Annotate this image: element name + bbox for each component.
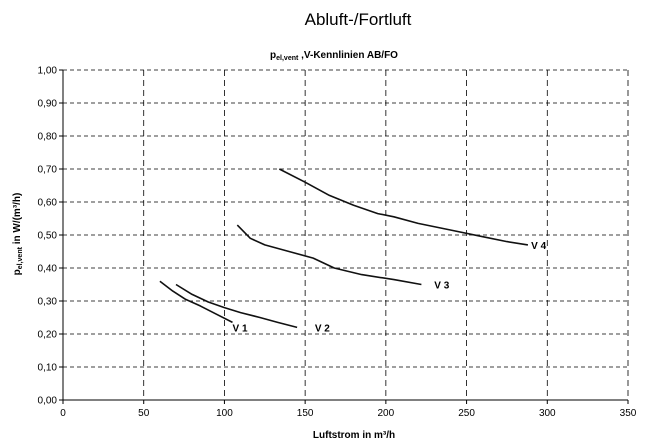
y-tick-label: 0,10 — [38, 363, 58, 374]
x-tick-label: 0 — [60, 408, 66, 419]
x-tick-label: 150 — [297, 408, 314, 419]
y-axis-label-main: p — [12, 269, 23, 275]
series-label-4: V 4 — [531, 241, 546, 252]
y-tick-label: 0,90 — [38, 99, 58, 110]
axes: 0,00 0,10 0,20 0,30 0,40 0,50 0,60 0,70 0,80 0,90… — [38, 66, 637, 420]
series-line-4 — [278, 168, 529, 246]
y-axis-label: pel,vent in W/(m³/h) — [12, 193, 24, 276]
x-tick-label: 200 — [378, 408, 395, 419]
series-line-3 — [236, 224, 422, 286]
y-axis-label-sub: el,vent — [17, 246, 24, 269]
y-tick-label: 0,40 — [38, 264, 58, 275]
chart-title-rest: ,V-Kennlinien AB/FO — [298, 50, 398, 61]
series-label-1: V 1 — [233, 323, 248, 334]
x-axis-label: Luftstrom in m³/h — [313, 430, 395, 439]
series-line-2 — [175, 283, 298, 329]
y-tick-label: 1,00 — [38, 66, 58, 77]
series-labels: V 1 V 2 V 3 V 4 — [233, 241, 547, 335]
x-tick-label: 350 — [620, 408, 637, 419]
y-tick-label: 0,00 — [38, 396, 58, 407]
chart-title-sub: el,vent — [276, 55, 299, 62]
x-tick-label: 250 — [458, 408, 475, 419]
y-tick-label: 0,60 — [38, 198, 58, 209]
x-tick-label: 100 — [216, 408, 233, 419]
y-tick-label: 0,50 — [38, 231, 58, 242]
series-line-1 — [159, 280, 233, 324]
y-tick-label: 0,20 — [38, 330, 58, 341]
x-tick-label: 300 — [539, 408, 556, 419]
grid — [63, 69, 629, 400]
y-axis-label-rest: in W/(m³/h) — [12, 193, 23, 247]
x-tick-label: 50 — [138, 408, 150, 419]
series-lines — [159, 168, 529, 329]
y-tick-label: 0,30 — [38, 297, 58, 308]
series-label-3: V 3 — [434, 281, 449, 292]
page-title: Abluft-/Fortluft — [304, 10, 412, 29]
y-tick-label: 0,80 — [38, 132, 58, 143]
y-tick-label: 0,70 — [38, 165, 58, 176]
series-label-2: V 2 — [315, 323, 330, 334]
chart-title-main: p — [270, 50, 276, 61]
chart-title: pel,vent ,V-Kennlinien AB/FO — [270, 50, 398, 62]
